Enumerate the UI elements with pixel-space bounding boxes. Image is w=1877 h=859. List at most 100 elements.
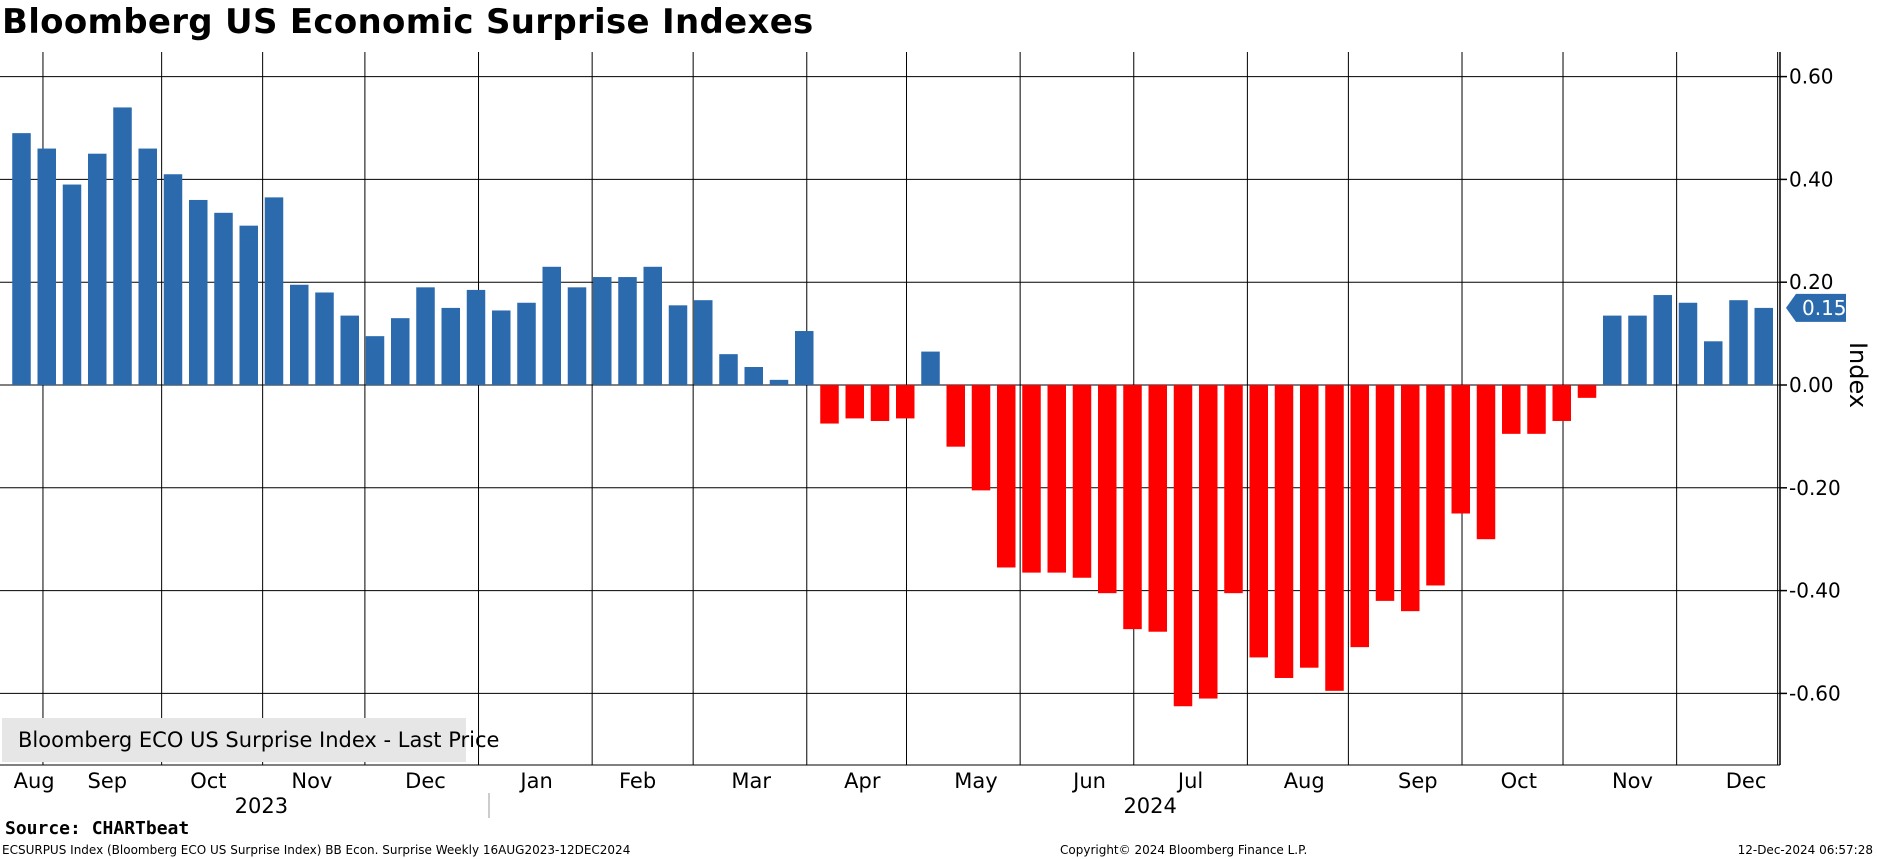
bar <box>1375 385 1395 601</box>
bar <box>1047 385 1066 573</box>
x-year-label: 2023 <box>235 794 288 818</box>
bar <box>1350 385 1369 648</box>
y-tick-label: 0.00 <box>1789 373 1834 397</box>
bar <box>113 107 132 385</box>
bar <box>466 289 486 385</box>
bar <box>264 197 284 385</box>
bar <box>1123 385 1142 630</box>
chart-title: Bloomberg US Economic Surprise Indexes <box>2 2 814 42</box>
bar <box>820 385 839 424</box>
bar <box>1401 385 1420 612</box>
bar <box>719 354 738 385</box>
y-tick-label: -0.60 <box>1789 681 1841 705</box>
bar <box>1072 385 1092 578</box>
bar <box>1476 385 1496 540</box>
x-month-label: Sep <box>1398 769 1438 793</box>
bar <box>88 153 107 385</box>
bar <box>971 385 991 491</box>
bar <box>593 277 612 385</box>
x-month-label: Mar <box>731 769 771 793</box>
y-tick-label: -0.40 <box>1789 579 1841 603</box>
x-month-label: Sep <box>88 769 128 793</box>
bar <box>1754 307 1773 385</box>
bar <box>896 385 915 419</box>
bar <box>1603 315 1622 385</box>
bar <box>795 331 814 385</box>
x-month-label: Dec <box>405 769 446 793</box>
last-value-callout <box>1786 293 1846 322</box>
bar <box>492 310 511 385</box>
x-month-label: Nov <box>1612 769 1653 793</box>
bar <box>1022 385 1041 573</box>
bar <box>517 302 536 385</box>
x-month-label: Aug <box>1284 769 1325 793</box>
x-month-label: Oct <box>1501 769 1537 793</box>
bar <box>845 385 864 419</box>
y-axis-title: Index <box>1844 342 1872 408</box>
bar <box>12 133 31 385</box>
x-month-label: Jun <box>1071 769 1106 793</box>
bar <box>1451 385 1470 514</box>
source-text: Source: CHARTbeat <box>5 818 190 839</box>
bar <box>1098 385 1117 594</box>
bar <box>1249 385 1268 658</box>
x-month-label: Apr <box>844 769 881 793</box>
x-year-label: 2024 <box>1123 794 1176 818</box>
bar <box>618 277 637 385</box>
bar <box>870 385 890 421</box>
bar <box>1300 385 1319 668</box>
bar <box>694 300 713 385</box>
bar-series <box>12 107 1773 707</box>
legend: Bloomberg ECO US Surprise Index - Last P… <box>2 718 499 762</box>
axes: 0.60 0.40 0.20 0.00 -0.20 -0.40 -0.60 Index 0.15… <box>0 52 1872 818</box>
bar <box>1628 315 1647 385</box>
x-month-label: Aug <box>14 769 55 793</box>
bar <box>37 148 56 385</box>
y-tick-label: 0.60 <box>1789 65 1834 89</box>
bar <box>1653 295 1672 385</box>
y-tick-label: 0.20 <box>1789 270 1834 294</box>
bar <box>416 287 435 385</box>
y-tick-label: 0.40 <box>1789 167 1834 191</box>
copyright-text: Copyright© 2024 Bloomberg Finance L.P. <box>1060 843 1308 857</box>
bar <box>946 385 965 447</box>
bar <box>744 367 763 385</box>
bar <box>1678 302 1698 385</box>
x-month-label: Nov <box>291 769 332 793</box>
bar <box>1502 385 1521 434</box>
bar <box>391 318 410 385</box>
legend-label: Bloomberg ECO US Surprise Index - Last P… <box>18 728 500 752</box>
timestamp-text: 12-Dec-2024 06:57:28 <box>1737 843 1873 857</box>
bar <box>163 174 183 385</box>
x-month-label: Oct <box>190 769 226 793</box>
bar <box>1729 300 1748 385</box>
ticker-text: ECSURPUS Index (Bloomberg ECO US Surpris… <box>2 843 631 857</box>
bar <box>138 148 157 385</box>
x-month-label: Jul <box>1176 769 1203 793</box>
bar <box>290 284 309 385</box>
x-month-label: May <box>954 769 997 793</box>
bar <box>1552 385 1571 421</box>
bar <box>62 184 82 385</box>
x-month-label: Jan <box>518 769 552 793</box>
bar <box>365 336 385 385</box>
last-value-label: 0.15 <box>1802 296 1847 320</box>
bar <box>1173 385 1193 707</box>
bar <box>441 307 460 385</box>
bar <box>542 266 561 385</box>
bar <box>1527 385 1546 434</box>
x-month-label: Dec <box>1726 769 1767 793</box>
bar <box>997 385 1016 568</box>
bar <box>643 266 662 385</box>
bar <box>668 305 688 385</box>
bar <box>1199 385 1218 699</box>
bar <box>1148 385 1167 632</box>
bar <box>189 199 208 385</box>
bar <box>1577 385 1597 398</box>
bar <box>1426 385 1445 586</box>
bar <box>1325 385 1344 691</box>
bar <box>567 287 587 385</box>
bar <box>1704 341 1723 385</box>
bar <box>315 292 334 385</box>
